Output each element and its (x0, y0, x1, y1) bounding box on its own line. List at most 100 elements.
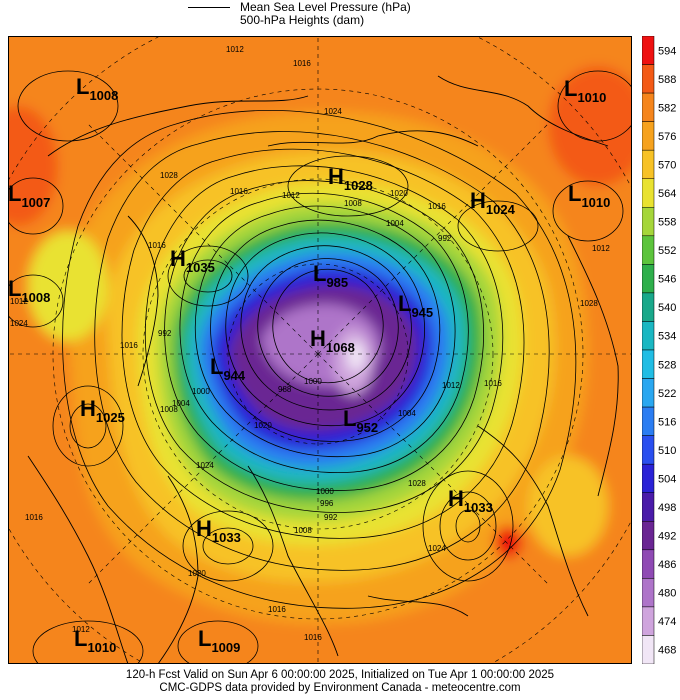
colorbar-label-522: 522 (658, 388, 676, 400)
isobar-label: 1000 (304, 377, 322, 386)
high-pressure-1028: H1028 (328, 164, 373, 193)
colorbar-swatch-564 (642, 178, 655, 208)
colorbar-swatch-576 (642, 121, 655, 151)
low-pressure-1009: L1009 (198, 626, 240, 655)
colorbar-label-576: 576 (658, 131, 676, 143)
band-570-east (528, 456, 608, 556)
isobar-label: 1016 (304, 633, 322, 642)
colorbar-swatch-480 (642, 578, 655, 608)
colorbar-swatch-474 (642, 606, 655, 636)
low-pressure-1007: L1007 (8, 181, 50, 210)
isobar-label: 1012 (72, 625, 90, 634)
pressure-system-value: 1010 (581, 195, 610, 210)
isobar-label: 1004 (172, 399, 190, 408)
colorbar-label-498: 498 (658, 502, 676, 514)
low-pressure-1010: L1010 (74, 626, 116, 655)
pressure-system-letter: L (313, 261, 326, 286)
isobar-label: 1028 (160, 171, 178, 180)
pressure-system-value: 1010 (577, 90, 606, 105)
isobar-line-sample (188, 7, 230, 8)
pressure-system-value: 985 (326, 275, 348, 290)
colorbar-label-480: 480 (658, 588, 676, 600)
colorbar-swatch-516 (642, 406, 655, 436)
pressure-systems: L1008 L1010L1007H1028H1024L1010H1035L1008… (8, 74, 610, 655)
low-pressure-944: L944 (210, 354, 246, 383)
pressure-system-letter: H (328, 164, 344, 189)
isobar-label: 1008 (344, 199, 362, 208)
low-pressure-1010: L1010 (568, 181, 610, 210)
isobar-label: 1016 (484, 379, 502, 388)
legend-height-label: 500-hPa Heights (dam) (240, 13, 365, 27)
colorbar-swatch-528 (642, 349, 655, 379)
colorbar-label-582: 582 (658, 102, 676, 114)
colorbar-swatch-522 (642, 378, 655, 408)
low-pressure-1008: L1008 (76, 74, 118, 103)
colorbar-label-594: 594 (658, 45, 676, 57)
isobar-label: 992 (158, 329, 172, 338)
isobar-label: 1020 (254, 421, 272, 430)
isobar-label: 1012 (592, 244, 610, 253)
pressure-system-value: 1033 (212, 530, 241, 545)
pressure-system-value: 944 (223, 368, 245, 383)
isobar-label: 1008 (294, 526, 312, 535)
isobar-label: 1004 (398, 409, 416, 418)
colorbar-swatch-558 (642, 207, 655, 237)
colorbar-label-510: 510 (658, 445, 676, 457)
colorbar-swatch-504 (642, 463, 655, 493)
isobar-label: 1020 (188, 569, 206, 578)
isobar-label: 1028 (580, 299, 598, 308)
coastlines (27, 75, 619, 664)
band-588-w (8, 106, 58, 226)
colorbar-swatch-468 (642, 635, 655, 664)
isobar-label: 1024 (324, 107, 342, 116)
isobar-labels: 1012 1016 1024 1028 1016 1012 1020 1016 1008 1004… (10, 45, 610, 642)
colorbar-label-474: 474 (658, 616, 676, 628)
pressure-system-letter: L (8, 276, 21, 301)
isobar-label: 1020 (390, 189, 408, 198)
pressure-system-letter: L (76, 74, 89, 99)
colorbar-label-552: 552 (658, 245, 676, 257)
high-pressure-1035: H1035 (170, 246, 215, 275)
colorbar-label-564: 564 (658, 188, 676, 200)
isobar-label: 1016 (148, 241, 166, 250)
low-pressure-952: L952 (343, 406, 378, 435)
band-594-spot (494, 526, 522, 558)
isobars (8, 70, 632, 664)
pressure-system-value: 1007 (21, 195, 50, 210)
isobar-label: 1016 (293, 59, 311, 68)
pressure-system-letter: L (564, 76, 577, 101)
low-pressure-985: L985 (313, 261, 348, 290)
pressure-system-letter: L (198, 626, 211, 651)
colorbar-swatch-534 (642, 321, 655, 351)
high-pressure-1025: H1025 (80, 396, 125, 425)
height-colorbar: 594 588 582 576 570 564 558 552 546 540 534 528 522 5… (642, 36, 676, 664)
high-pressure-1033: H1033 (448, 486, 493, 515)
isobar-label: 1016 (268, 605, 286, 614)
colorbar-swatch-510 (642, 435, 655, 465)
isobar-label: 1024 (10, 319, 28, 328)
isobar-label: 1016 (120, 341, 138, 350)
pressure-system-letter: H (196, 516, 212, 541)
pressure-system-letter: L (8, 181, 21, 206)
colorbar-label-468: 468 (658, 645, 676, 657)
high-pressure-1024: H1024 (470, 188, 516, 217)
isobar-label: 1028 (408, 479, 426, 488)
isobar-label: 1012 (226, 45, 244, 54)
pressure-system-letter: L (74, 626, 87, 651)
pressure-system-value: 1008 (21, 290, 50, 305)
band-468 (347, 341, 365, 371)
pressure-system-value: 1010 (87, 640, 116, 655)
pressure-system-value: 1008 (89, 88, 118, 103)
low-pressure-945: L945 (398, 291, 433, 320)
colorbar-swatch-582 (642, 92, 655, 122)
isobar-label: 996 (320, 499, 334, 508)
pressure-system-value: 952 (356, 420, 378, 435)
band-564-wnw (28, 231, 108, 341)
pressure-system-value: 1028 (344, 178, 373, 193)
colorbar-swatch-552 (642, 235, 655, 265)
forecast-validity-line: 120-h Fcst Valid on Sun Apr 6 00:00:00 2… (125, 669, 555, 681)
isobar-label: 1012 (442, 381, 460, 390)
colorbar-swatch-498 (642, 492, 655, 522)
colorbar-label-588: 588 (658, 74, 676, 86)
isobar-label: 992 (324, 513, 338, 522)
